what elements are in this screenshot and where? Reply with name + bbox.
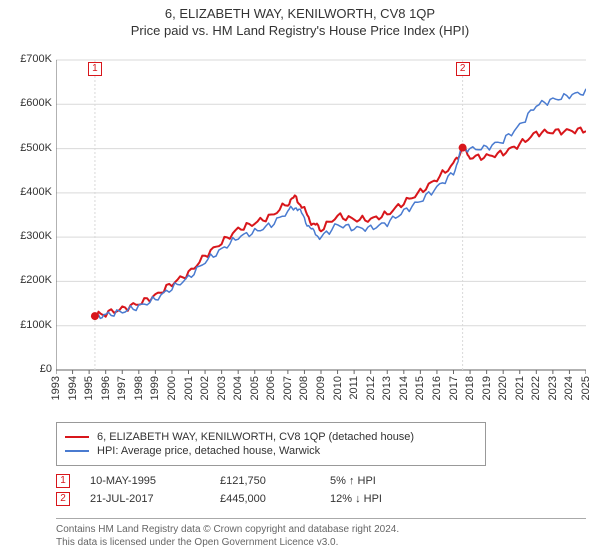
legend-item: HPI: Average price, detached house, Warw… bbox=[65, 445, 477, 457]
x-axis-label: 2004 bbox=[232, 376, 244, 400]
y-axis-label: £500K bbox=[2, 142, 52, 154]
x-axis-label: 2023 bbox=[547, 376, 559, 400]
x-axis-label: 1999 bbox=[149, 376, 161, 400]
x-axis-label: 2001 bbox=[183, 376, 195, 400]
transaction-price: £121,750 bbox=[220, 475, 310, 487]
transaction-hpi-diff: 12% ↓ HPI bbox=[330, 493, 420, 505]
legend-swatch bbox=[65, 436, 89, 438]
x-axis-label: 1993 bbox=[50, 376, 62, 400]
table-row: 1 10-MAY-1995 £121,750 5% ↑ HPI bbox=[56, 474, 586, 488]
x-axis-label: 2014 bbox=[398, 376, 410, 400]
transaction-date: 21-JUL-2017 bbox=[90, 493, 200, 505]
x-axis-label: 1996 bbox=[100, 376, 112, 400]
legend-swatch bbox=[65, 450, 89, 452]
chart-title-line1: 6, ELIZABETH WAY, KENILWORTH, CV8 1QP bbox=[0, 6, 600, 21]
legend: 6, ELIZABETH WAY, KENILWORTH, CV8 1QP (d… bbox=[56, 422, 486, 466]
y-axis-label: £100K bbox=[2, 319, 52, 331]
y-axis-label: £0 bbox=[2, 363, 52, 375]
transaction-date: 10-MAY-1995 bbox=[90, 475, 200, 487]
x-axis-label: 2000 bbox=[166, 376, 178, 400]
x-axis-label: 1997 bbox=[116, 376, 128, 400]
y-axis-label: £600K bbox=[2, 97, 52, 109]
chart-marker-label: 2 bbox=[456, 62, 470, 76]
footer-attribution: Contains HM Land Registry data © Crown c… bbox=[56, 518, 586, 549]
x-axis-label: 2017 bbox=[448, 376, 460, 400]
y-axis-label: £700K bbox=[2, 53, 52, 65]
x-axis-label: 2003 bbox=[216, 376, 228, 400]
x-axis-label: 2025 bbox=[580, 376, 592, 400]
x-axis-label: 2024 bbox=[563, 376, 575, 400]
y-axis-label: £400K bbox=[2, 186, 52, 198]
x-axis-label: 1998 bbox=[133, 376, 145, 400]
chart-marker-label: 1 bbox=[88, 62, 102, 76]
x-axis-label: 2012 bbox=[365, 376, 377, 400]
x-axis-label: 2007 bbox=[282, 376, 294, 400]
x-axis-label: 2002 bbox=[199, 376, 211, 400]
x-axis-label: 2022 bbox=[530, 376, 542, 400]
x-axis-label: 2008 bbox=[298, 376, 310, 400]
transaction-marker-icon: 1 bbox=[56, 474, 70, 488]
x-axis-label: 2010 bbox=[332, 376, 344, 400]
transaction-hpi-diff: 5% ↑ HPI bbox=[330, 475, 420, 487]
transaction-price: £445,000 bbox=[220, 493, 310, 505]
footer-line: This data is licensed under the Open Gov… bbox=[56, 536, 586, 549]
x-axis-label: 2005 bbox=[249, 376, 261, 400]
table-row: 2 21-JUL-2017 £445,000 12% ↓ HPI bbox=[56, 492, 586, 506]
x-axis-label: 2015 bbox=[414, 376, 426, 400]
footer-line: Contains HM Land Registry data © Crown c… bbox=[56, 523, 586, 536]
x-axis-label: 1995 bbox=[83, 376, 95, 400]
legend-label: 6, ELIZABETH WAY, KENILWORTH, CV8 1QP (d… bbox=[97, 431, 414, 443]
legend-label: HPI: Average price, detached house, Warw… bbox=[97, 445, 320, 457]
x-axis-label: 2013 bbox=[381, 376, 393, 400]
chart-title-line2: Price paid vs. HM Land Registry's House … bbox=[0, 23, 600, 38]
y-axis-label: £200K bbox=[2, 274, 52, 286]
x-axis-label: 1994 bbox=[67, 376, 79, 400]
x-axis-label: 2021 bbox=[514, 376, 526, 400]
legend-item: 6, ELIZABETH WAY, KENILWORTH, CV8 1QP (d… bbox=[65, 431, 477, 443]
chart-svg bbox=[56, 50, 586, 380]
x-axis-label: 2009 bbox=[315, 376, 327, 400]
x-axis-label: 2020 bbox=[497, 376, 509, 400]
x-axis-label: 2016 bbox=[431, 376, 443, 400]
transaction-marker-icon: 2 bbox=[56, 492, 70, 506]
x-axis-label: 2019 bbox=[481, 376, 493, 400]
chart-plot-area bbox=[56, 50, 586, 380]
transactions-table: 1 10-MAY-1995 £121,750 5% ↑ HPI 2 21-JUL… bbox=[56, 470, 586, 510]
y-axis-label: £300K bbox=[2, 230, 52, 242]
x-axis-label: 2006 bbox=[265, 376, 277, 400]
x-axis-label: 2018 bbox=[464, 376, 476, 400]
x-axis-label: 2011 bbox=[348, 376, 360, 400]
